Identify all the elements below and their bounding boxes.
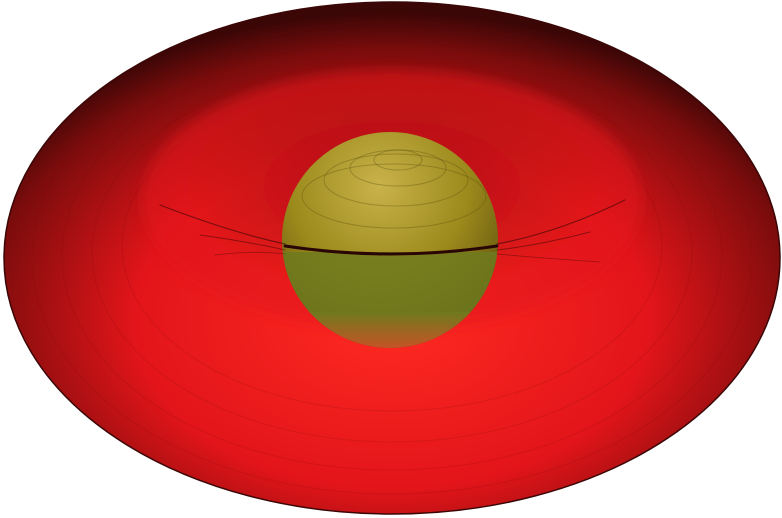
torus-outline bbox=[3, 1, 781, 515]
intersection-seam bbox=[159, 199, 626, 263]
sphere-equator-band bbox=[282, 252, 498, 318]
